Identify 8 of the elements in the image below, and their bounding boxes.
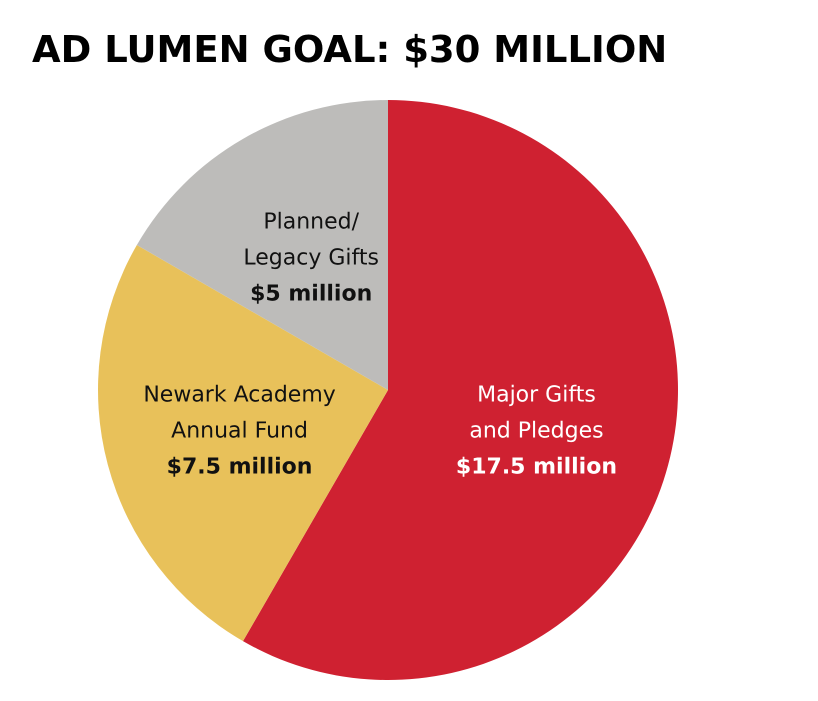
data-label: $7.5 million bbox=[166, 454, 312, 480]
slice-label: Major Gifts and Pledges bbox=[469, 382, 604, 444]
data-label: $17.5 million bbox=[456, 454, 618, 480]
slice-label: Newark Academy Annual Fund bbox=[143, 382, 336, 444]
data-label: $5 million bbox=[250, 282, 372, 307]
slice-label: Planned/Legacy Gifts bbox=[243, 210, 379, 271]
chart-title: AD LUMEN GOAL: $30 MILLION bbox=[32, 28, 668, 71]
pie-slice bbox=[98, 245, 388, 642]
